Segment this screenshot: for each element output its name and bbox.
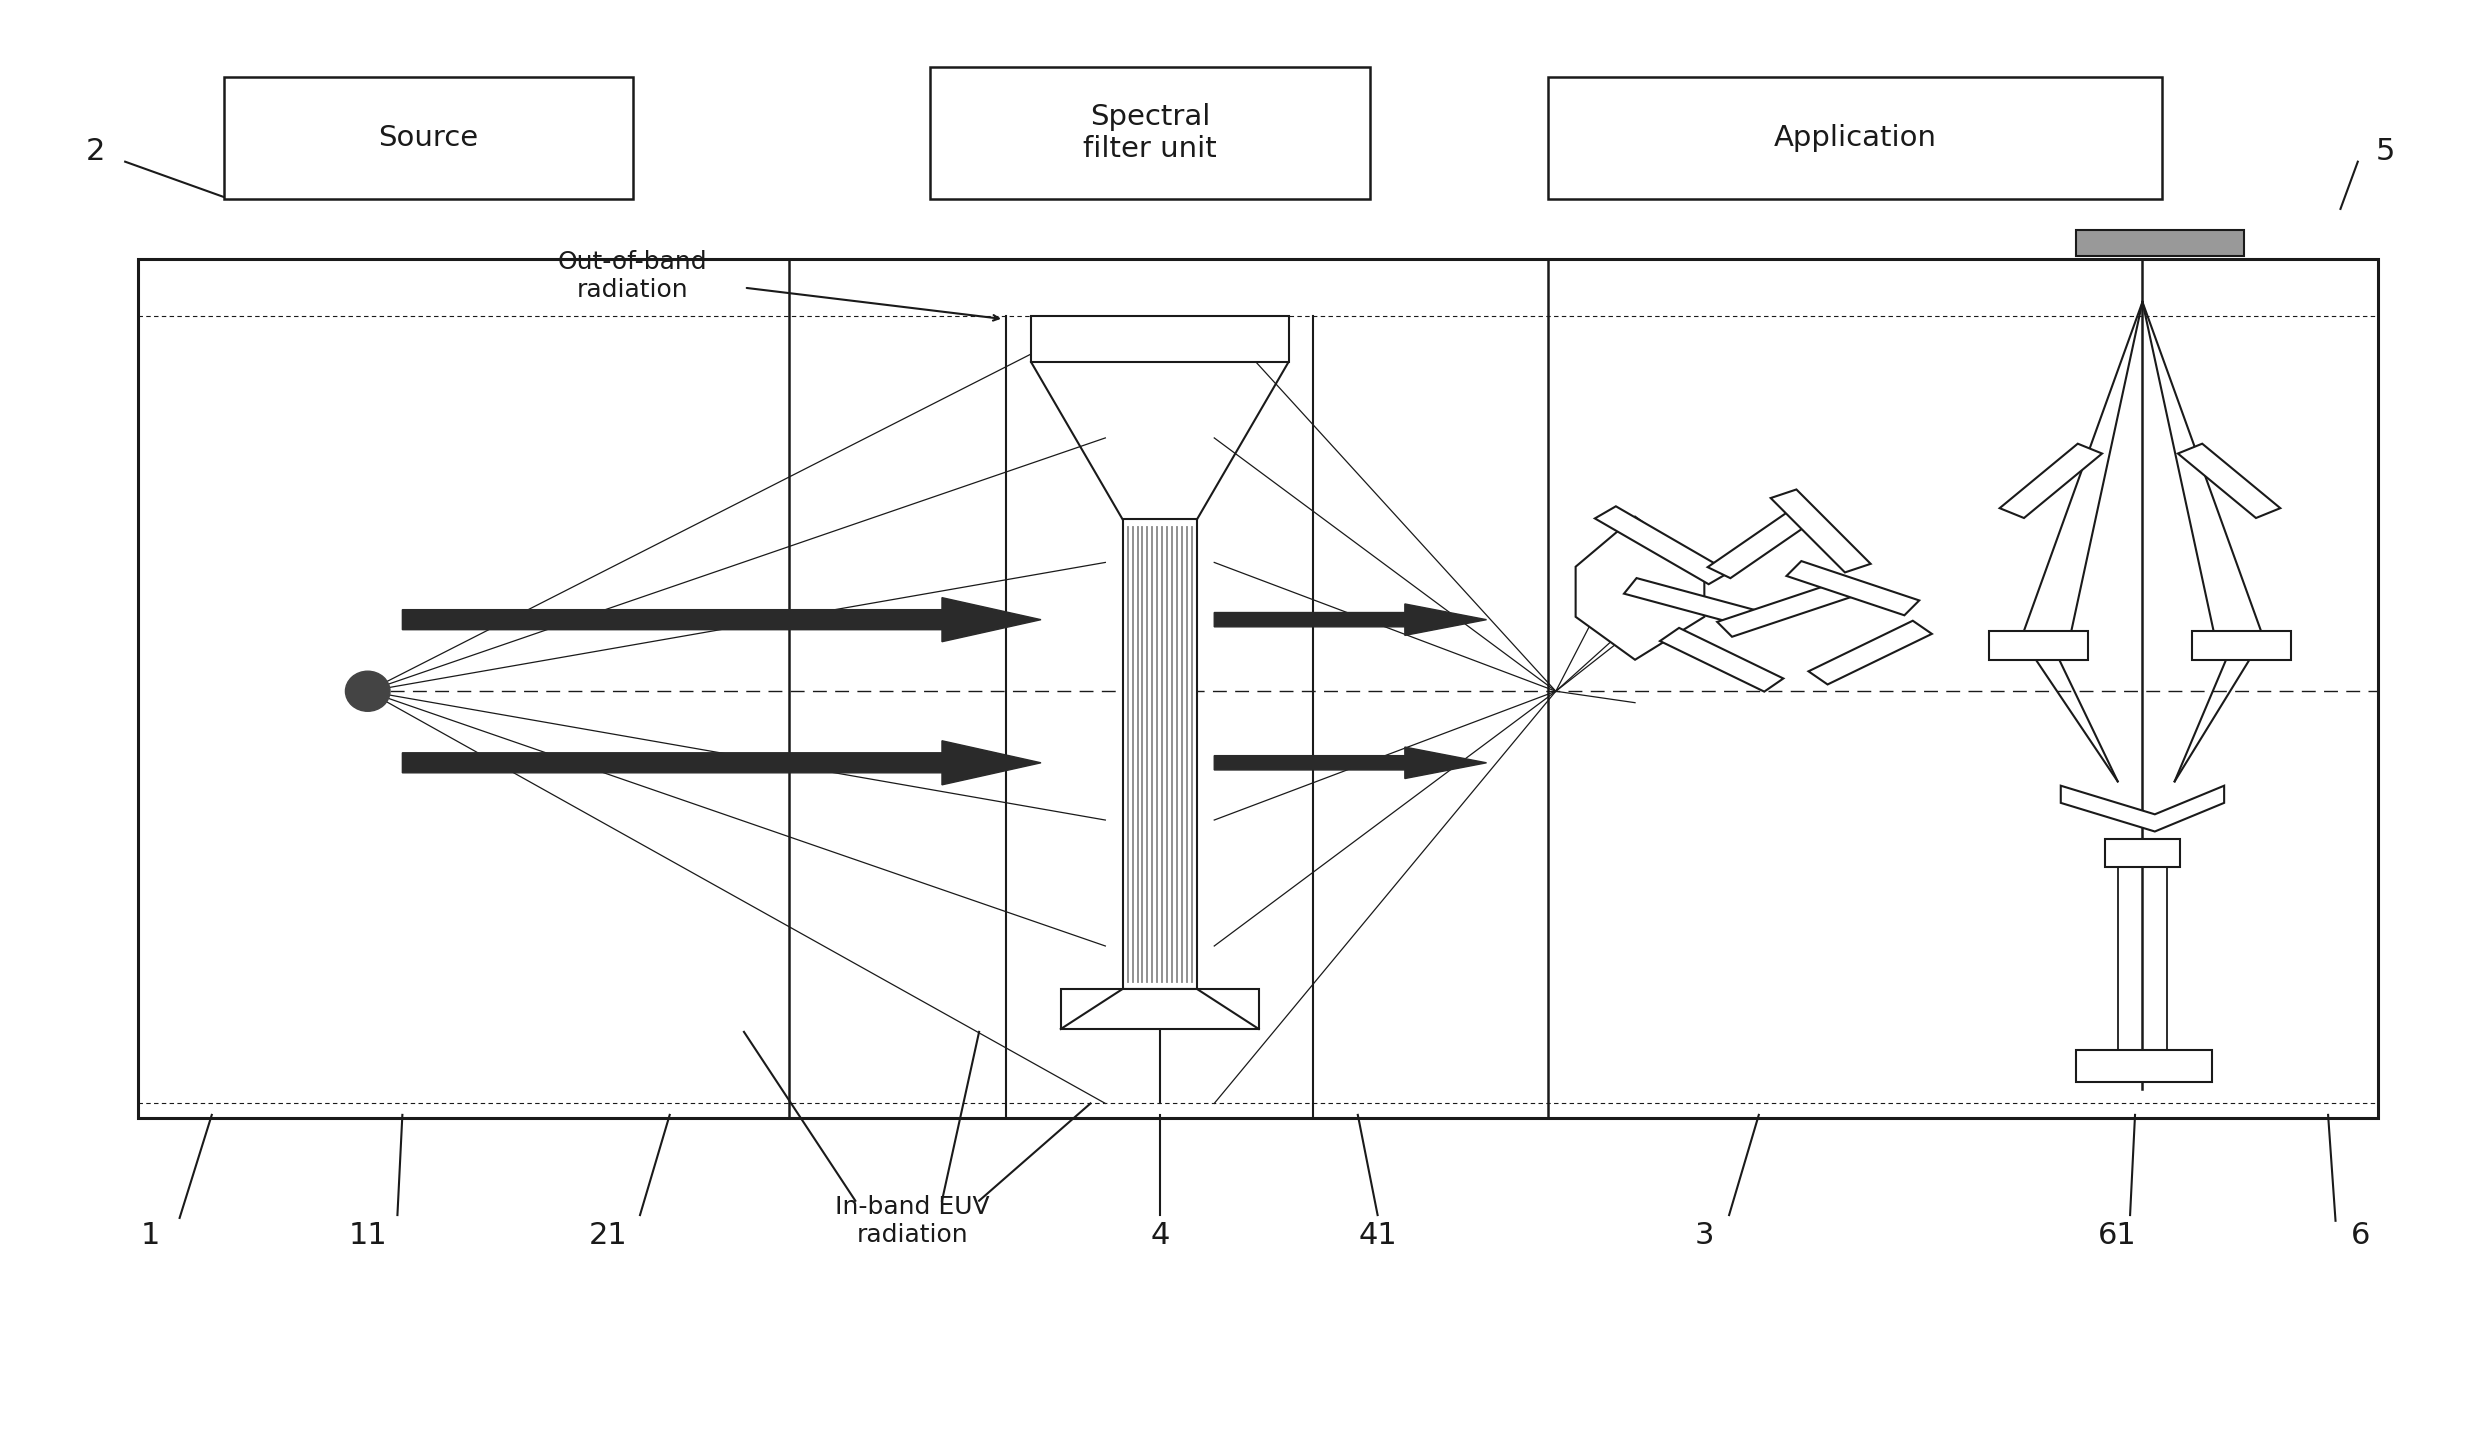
Text: 2: 2	[87, 138, 104, 166]
Bar	[1061, 989, 1259, 1030]
Polygon shape	[1787, 561, 1920, 615]
Text: 41: 41	[1358, 1220, 1398, 1249]
Bar	[136, 260, 2376, 1117]
Bar	[2077, 1051, 2213, 1083]
Text: 61: 61	[2099, 1220, 2136, 1249]
Polygon shape	[1596, 506, 1730, 584]
FancyArrow shape	[401, 598, 1041, 642]
Bar	[2106, 839, 2181, 868]
Text: 6: 6	[2352, 1220, 2369, 1249]
Text: 21: 21	[587, 1220, 627, 1249]
Text: Out-of-band
radiation: Out-of-band radiation	[558, 251, 706, 303]
Text: In-band EUV
radiation: In-band EUV radiation	[835, 1195, 989, 1246]
Text: Application: Application	[1774, 125, 1938, 152]
Bar	[1031, 317, 1289, 361]
Ellipse shape	[344, 671, 389, 711]
Polygon shape	[2000, 443, 2101, 518]
Polygon shape	[1772, 489, 1871, 572]
FancyArrow shape	[1214, 604, 1487, 635]
Polygon shape	[1717, 582, 1851, 637]
Bar	[223, 77, 632, 199]
Bar	[2077, 231, 2245, 257]
Text: Spectral
filter unit: Spectral filter unit	[1083, 103, 1217, 163]
Text: 4: 4	[1150, 1220, 1170, 1249]
Text: 5: 5	[2376, 138, 2394, 166]
Text: Source: Source	[379, 125, 478, 152]
Bar	[1549, 77, 2163, 199]
Polygon shape	[1576, 516, 1705, 660]
Polygon shape	[2178, 443, 2280, 518]
FancyArrow shape	[401, 741, 1041, 784]
Polygon shape	[1623, 578, 1759, 627]
Bar	[1123, 519, 1197, 989]
Polygon shape	[1990, 631, 2089, 660]
Text: 3: 3	[1695, 1220, 1715, 1249]
FancyArrow shape	[1214, 747, 1487, 779]
Polygon shape	[1809, 621, 1933, 684]
Polygon shape	[1660, 628, 1784, 691]
Polygon shape	[2193, 631, 2292, 660]
Bar	[929, 67, 1370, 199]
Text: 11: 11	[349, 1220, 387, 1249]
Polygon shape	[1707, 512, 1809, 578]
Text: 1: 1	[141, 1220, 159, 1249]
Polygon shape	[2062, 786, 2225, 832]
